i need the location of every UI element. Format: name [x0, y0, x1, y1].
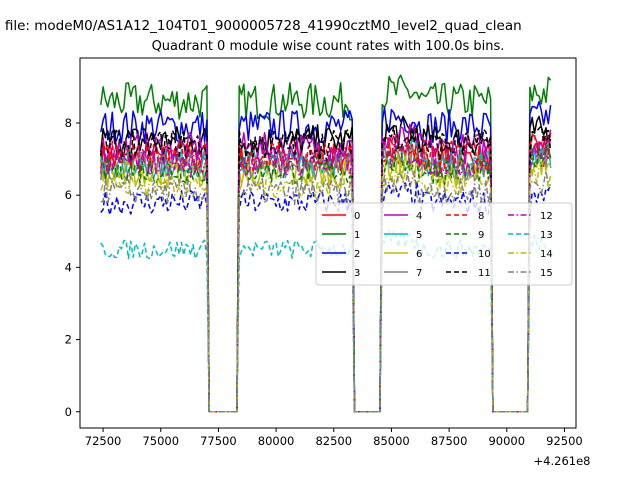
figure-suptitle: n file: modeM0/AS1A12_104T01_9000005728_…	[0, 18, 522, 34]
legend-label-12: 12	[540, 211, 553, 222]
legend-label-5: 5	[416, 230, 422, 241]
legend-label-4: 4	[416, 211, 422, 222]
x-tick-label: 80000	[258, 434, 295, 448]
x-tick-label: 72500	[85, 434, 122, 448]
x-tick-label: 87500	[431, 434, 468, 448]
y-tick-label: 0	[65, 405, 72, 419]
legend-box	[315, 202, 573, 286]
y-tick-label: 2	[65, 333, 72, 347]
legend-label-3: 3	[354, 268, 360, 279]
legend-label-10: 10	[478, 249, 491, 260]
x-tick-label: 90000	[488, 434, 525, 448]
x-tick-label: 82500	[315, 434, 352, 448]
x-tick-label: 75000	[142, 434, 179, 448]
legend-label-2: 2	[354, 249, 360, 260]
legend-label-11: 11	[478, 268, 491, 279]
series-line-11	[100, 125, 552, 413]
legend-label-13: 13	[540, 230, 553, 241]
plot-frame	[79, 57, 577, 429]
series-line-3	[100, 115, 552, 413]
series-line-15	[100, 170, 552, 413]
legend-label-15: 15	[540, 268, 553, 279]
legend-label-8: 8	[478, 211, 484, 222]
y-tick-label: 6	[65, 188, 72, 202]
x-offset-label: +4.261e8	[534, 454, 591, 468]
legend-label-14: 14	[540, 249, 553, 260]
y-tick-label: 8	[65, 116, 72, 130]
legend-label-9: 9	[478, 230, 484, 241]
series-line-12	[100, 138, 552, 413]
x-tick-label: 92500	[546, 434, 583, 448]
legend-label-1: 1	[354, 230, 360, 241]
axes: 72500 75000 77500 80000 82500 85000 87500 90000…	[65, 57, 583, 448]
x-tick-label: 85000	[373, 434, 410, 448]
series-line-4	[100, 123, 552, 413]
series-line-8	[100, 131, 552, 413]
series-line-14	[100, 161, 552, 413]
legend-label-6: 6	[416, 249, 422, 260]
y-tick-label: 4	[65, 260, 72, 274]
series-line-6	[100, 149, 552, 413]
chart-title: Quadrant 0 module wise count rates with …	[152, 39, 505, 54]
legend-label-7: 7	[416, 268, 422, 279]
series-line-1	[100, 74, 552, 413]
legend-label-0: 0	[354, 211, 360, 222]
x-tick-label: 77500	[200, 434, 237, 448]
